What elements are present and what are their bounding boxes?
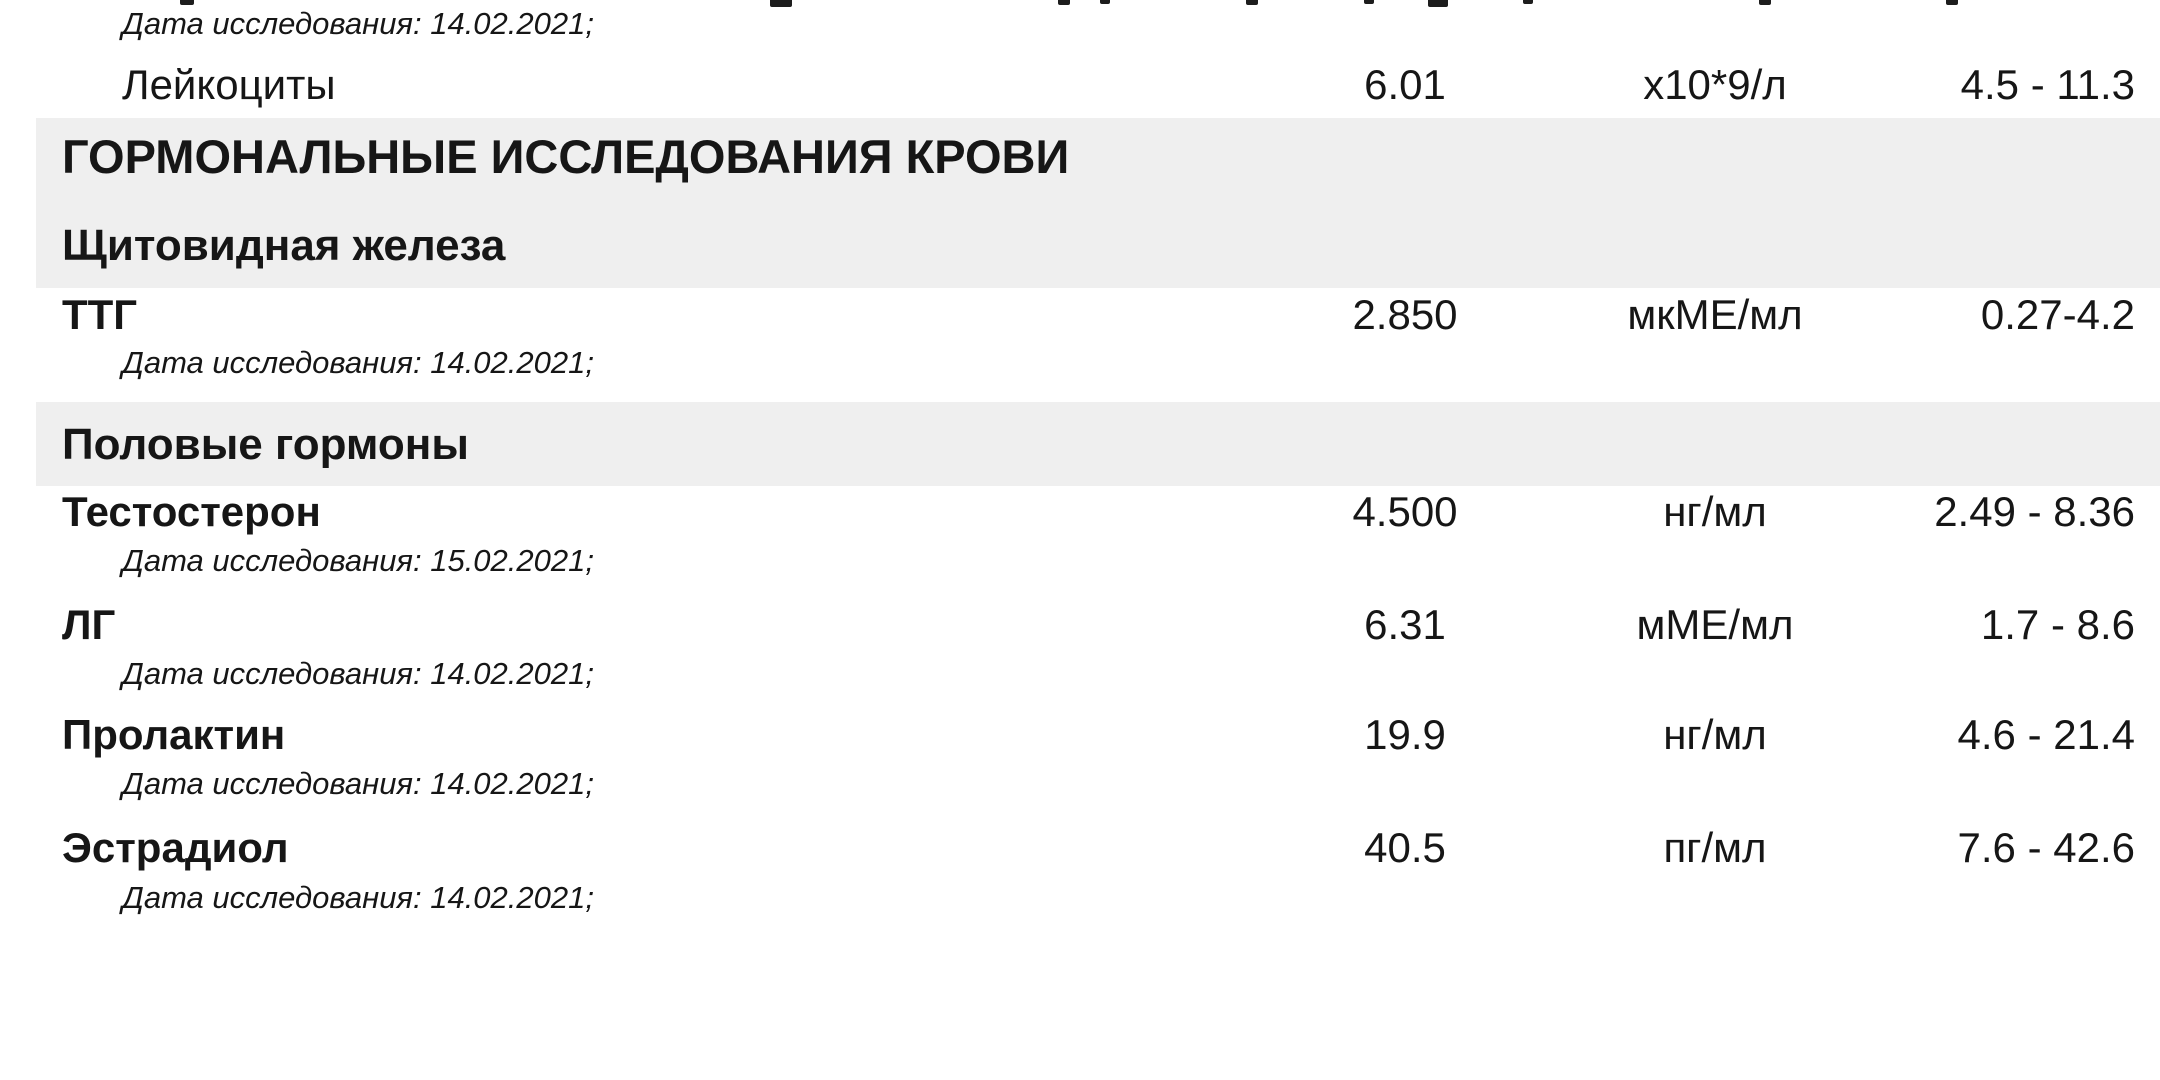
test-row-ttg: ТТГ 2.850 мкМЕ/мл 0.27-4.2 [0,291,2160,339]
test-name: ЛГ [62,601,116,648]
subsection-band [36,402,2160,486]
clipped-glyph-mark [1759,0,1771,5]
section-band [36,118,2160,288]
clipped-glyph-mark [770,0,792,7]
study-date: Дата исследования: 14.02.2021; [122,656,594,691]
test-unit: пг/мл [1663,824,1767,871]
test-unit: x10*9/л [1643,61,1787,108]
study-date: Дата исследования: 14.02.2021; [122,766,594,801]
study-date: Дата исследования: 14.02.2021; [122,880,594,915]
clipped-glyph-mark [1058,0,1070,5]
test-reference-range: 1.7 - 8.6 [1980,601,2135,648]
test-value: 40.5 [1364,824,1446,871]
subsection-title-sex-hormones: Половые гормоны [62,420,469,469]
study-date: Дата исследования: 15.02.2021; [122,543,594,578]
test-row-leukocytes: Лейкоциты 6.01 x10*9/л 4.5 - 11.3 [0,61,2160,109]
subsection-title-thyroid: Щитовидная железа [62,221,506,270]
study-date: Дата исследования: 14.02.2021; [122,345,594,380]
test-row-testosterone: Тестостерон 4.500 нг/мл 2.49 - 8.36 [0,488,2160,536]
test-row-estradiol: Эстрадиол 40.5 пг/мл 7.6 - 42.6 [0,824,2160,872]
test-value: 19.9 [1364,711,1446,758]
test-value: 6.01 [1364,61,1446,108]
test-row-prolactin: Пролактин 19.9 нг/мл 4.6 - 21.4 [0,711,2160,759]
test-reference-range: 7.6 - 42.6 [1957,824,2135,871]
test-reference-range: 0.27-4.2 [1980,291,2135,338]
clipped-glyph-mark [1246,0,1258,5]
test-reference-range: 4.6 - 21.4 [1957,711,2135,758]
test-value: 4.500 [1352,488,1458,535]
clipped-glyph-mark [1428,0,1448,7]
clipped-glyph-mark [1364,0,1374,4]
test-reference-range: 2.49 - 8.36 [1934,488,2135,535]
test-value: 6.31 [1364,601,1446,648]
test-name: Пролактин [62,711,286,758]
test-unit: мкМЕ/мл [1627,291,1803,338]
test-row-lh: ЛГ 6.31 мМЕ/мл 1.7 - 8.6 [0,601,2160,649]
test-name: ТТГ [62,291,138,338]
test-unit: мМЕ/мл [1636,601,1794,648]
test-name: Тестостерон [62,488,321,535]
clipped-glyph-mark [1100,0,1110,4]
section-title: ГОРМОНАЛЬНЫЕ ИССЛЕДОВАНИЯ КРОВИ [62,130,1070,183]
test-reference-range: 4.5 - 11.3 [1960,61,2135,108]
clipped-glyph-mark [1946,0,1958,5]
test-value: 2.850 [1352,291,1458,338]
clipped-glyph-mark [1523,0,1533,4]
test-name: Эстрадиол [62,824,289,871]
test-name: Лейкоциты [122,61,336,108]
test-unit: нг/мл [1663,711,1767,758]
test-unit: нг/мл [1663,488,1767,535]
study-date: Дата исследования: 14.02.2021; [122,6,594,41]
clipped-glyph-mark [180,0,194,5]
